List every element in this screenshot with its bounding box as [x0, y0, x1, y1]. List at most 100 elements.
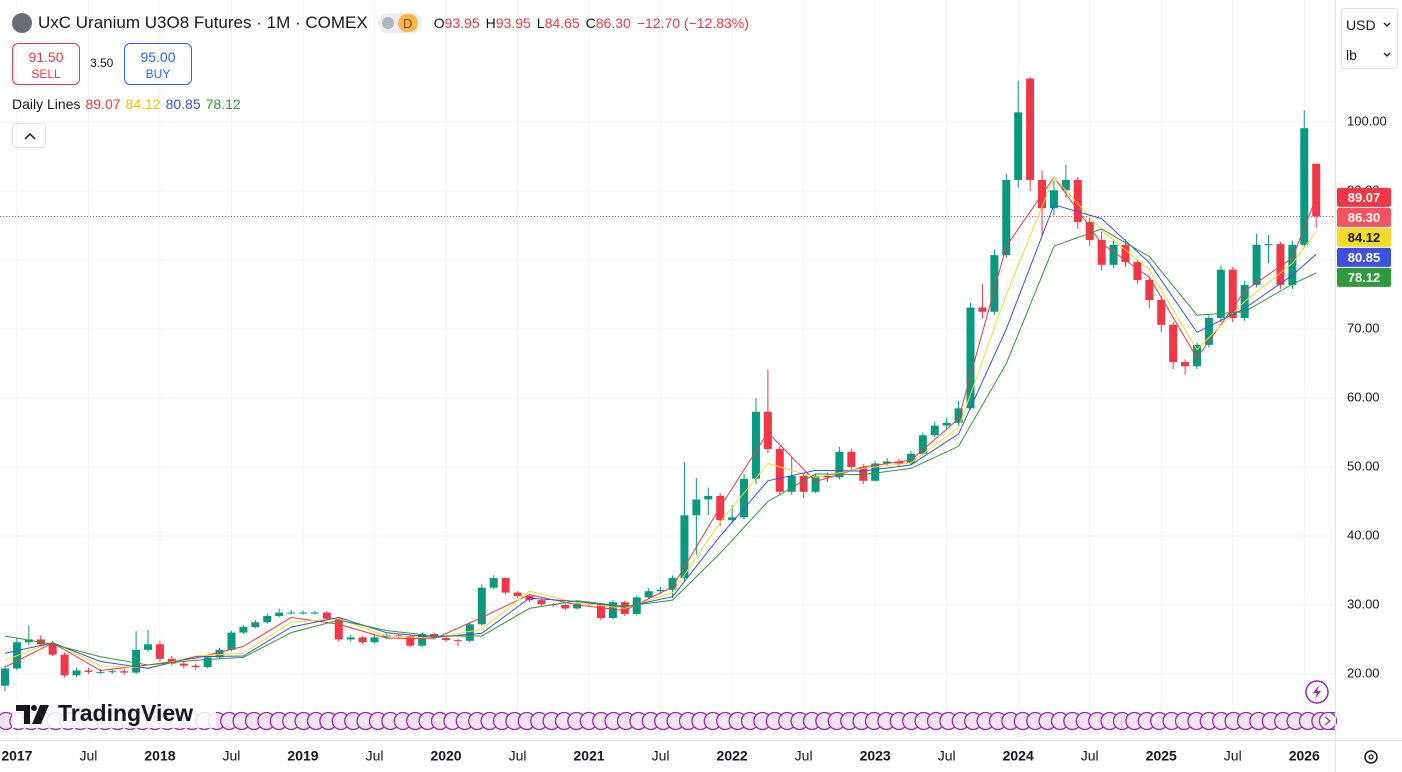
sell-button[interactable]: 91.50 SELL — [12, 43, 80, 85]
x-tick-label: 2021 — [574, 748, 605, 764]
candle-body — [1204, 317, 1213, 345]
candle-body — [954, 408, 963, 423]
candle-body — [203, 657, 212, 668]
quote-low: L84.65 — [537, 15, 580, 31]
event-arrow — [1324, 716, 1332, 726]
settings-hub — [1368, 754, 1374, 760]
candle-body — [632, 597, 641, 614]
quote-open: O93.95 — [434, 15, 480, 31]
x-tick-label: Jul — [652, 748, 670, 764]
candle-body — [84, 670, 93, 672]
lines-value: 80.85 — [165, 96, 201, 112]
unit-selector[interactable]: USD lb — [1341, 8, 1398, 69]
candle-body — [1073, 179, 1082, 223]
candle-body — [1, 668, 9, 686]
price-box-label: 84.12 — [1348, 230, 1381, 245]
candle-body — [883, 461, 892, 464]
candle-body — [1049, 190, 1058, 209]
candle-body — [1002, 179, 1011, 256]
price-box — [1337, 227, 1391, 247]
candle-body — [1216, 269, 1225, 318]
logo-icon — [16, 705, 49, 724]
market-status[interactable]: D — [377, 13, 422, 33]
candle-body — [299, 612, 307, 614]
candle-body — [597, 604, 605, 619]
quote-change: −12.70 (−12.83%) — [636, 15, 749, 31]
candle-body — [60, 654, 69, 676]
candle-body — [966, 307, 975, 409]
lines-title: Daily Lines — [12, 96, 81, 112]
candle-body — [847, 451, 856, 467]
price-box-label: 89.07 — [1348, 190, 1381, 205]
candle-body — [1014, 112, 1023, 180]
moving-line — [4, 204, 1317, 669]
candle-body — [239, 627, 248, 633]
candle-body — [72, 670, 81, 676]
x-tick-label: Jul — [79, 748, 97, 764]
quote-value: 86.30 — [595, 15, 631, 31]
buy-label: BUY — [145, 67, 171, 81]
currency: USD — [1346, 17, 1376, 33]
candle-body — [1228, 269, 1237, 318]
candle-body — [406, 636, 415, 646]
candle-body — [692, 499, 701, 516]
chevron — [24, 132, 36, 140]
candle-body — [1085, 222, 1094, 240]
candle-body — [728, 517, 737, 521]
candle-body — [358, 637, 367, 643]
collapse-button[interactable] — [12, 123, 46, 148]
x-tick-label: Jul — [1081, 748, 1099, 764]
y-tick-label: 50.00 — [1347, 458, 1380, 473]
candle-body — [1109, 244, 1118, 265]
y-tick-label: 60.00 — [1347, 389, 1380, 404]
y-tick-label: 30.00 — [1347, 596, 1380, 611]
chevrons — [1383, 22, 1391, 57]
buy-price: 95.00 — [140, 49, 176, 65]
candle-body — [740, 478, 749, 518]
candle-body — [215, 649, 224, 658]
candle-body — [680, 515, 689, 579]
lines-value: 84.12 — [125, 96, 161, 112]
candle-body — [1276, 244, 1285, 285]
candle-body — [942, 422, 951, 426]
candle-body — [1252, 244, 1261, 285]
candle-body — [24, 639, 33, 643]
ohlc: O93.95 H93.95 L84.65 C86.30 −12.70 (−12.… — [434, 15, 749, 31]
x-tick-label: 2026 — [1289, 748, 1320, 764]
candle-body — [990, 255, 999, 312]
logo-text: TradingView — [58, 700, 193, 726]
moving-line — [4, 176, 1317, 672]
candle-body — [144, 644, 153, 650]
quote-close: C86.30 — [586, 15, 631, 31]
x-tick-label: Jul — [509, 748, 527, 764]
candle-body — [48, 644, 57, 655]
candle-body — [823, 475, 832, 478]
candle-body — [1264, 244, 1273, 246]
candle-body — [501, 578, 510, 593]
candle-body — [644, 591, 653, 598]
candle-body — [978, 307, 987, 312]
candle-body — [1121, 244, 1130, 263]
symbol-title: UxC Uranium U3O8 Futures · 1M · COMEX — [38, 13, 368, 32]
candle-body — [1133, 262, 1142, 280]
candle-body — [811, 475, 820, 492]
candle-body — [275, 612, 284, 617]
candle-body — [453, 640, 462, 642]
status-dot — [381, 17, 394, 29]
candle-body — [370, 637, 379, 643]
candle-body — [895, 461, 903, 464]
candle-body — [906, 453, 915, 464]
candle-body — [287, 612, 296, 614]
buy-button[interactable]: 95.00 BUY — [124, 43, 192, 85]
sell-label: SELL — [31, 67, 61, 81]
candle-body — [227, 632, 236, 650]
candle-body — [716, 495, 725, 521]
candle-body — [775, 449, 784, 492]
candle-body — [1193, 344, 1201, 367]
price-box-label: 86.30 — [1348, 210, 1381, 225]
candle-body — [1061, 179, 1070, 191]
candle-body — [1157, 300, 1166, 325]
candle-body — [1026, 78, 1035, 180]
candle-body — [918, 435, 927, 454]
